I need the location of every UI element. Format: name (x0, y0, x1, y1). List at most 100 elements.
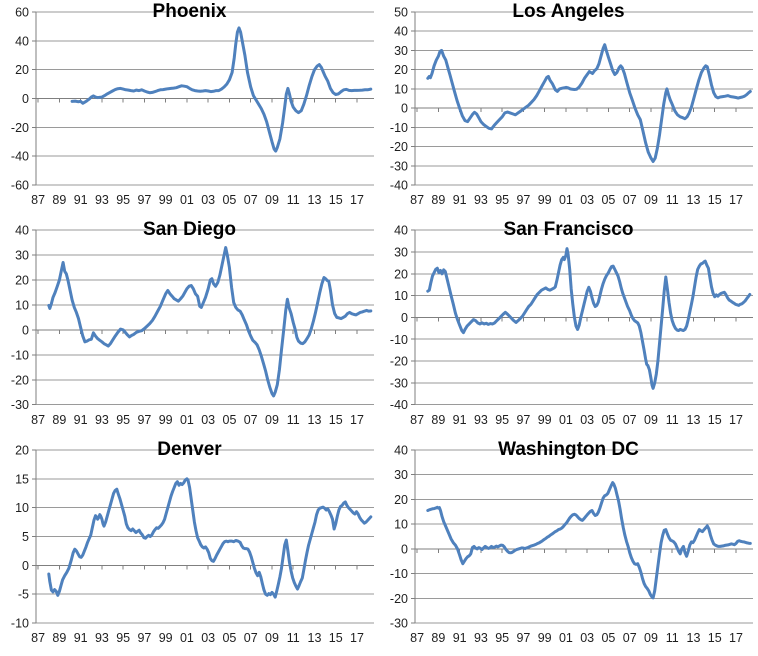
y-tick-label: -10 (390, 567, 408, 581)
y-tick-label: -10 (390, 121, 408, 135)
series-line (70, 26, 373, 153)
x-tick-label: 07 (623, 193, 637, 207)
y-tick-label: -40 (390, 179, 408, 193)
x-tick-label: 11 (287, 193, 300, 207)
x-tick-label: 09 (265, 413, 279, 427)
y-tick-label: 20 (394, 267, 408, 281)
x-tick-label: 03 (580, 413, 594, 427)
x-tick-label: 05 (222, 631, 236, 645)
y-tick-label: -20 (390, 140, 408, 154)
y-tick-label: -30 (390, 617, 408, 631)
x-tick-label: 11 (287, 631, 300, 645)
series-line (426, 43, 752, 163)
y-tick-label: -60 (11, 179, 29, 193)
y-tick-label: -30 (390, 376, 408, 390)
x-tick-label: 15 (708, 193, 722, 207)
x-tick-label: 17 (729, 193, 743, 207)
series-line (426, 481, 752, 600)
y-tick-label: 0 (22, 559, 29, 573)
x-tick-label: 01 (559, 413, 573, 427)
x-tick-label: 91 (74, 193, 88, 207)
x-tick-label: 87 (31, 413, 45, 427)
x-tick-label: 93 (95, 413, 109, 427)
x-tick-label: 93 (95, 193, 109, 207)
x-tick-label: 99 (538, 631, 552, 645)
y-tick-label: -10 (390, 333, 408, 347)
x-tick-label: 17 (350, 631, 364, 645)
y-tick-label: 40 (394, 25, 408, 39)
y-tick-label: 60 (15, 6, 29, 20)
x-tick-label: 13 (687, 631, 701, 645)
y-tick-label: 5 (22, 530, 29, 544)
x-tick-label: 89 (431, 631, 445, 645)
x-tick-label: 09 (644, 413, 658, 427)
y-tick-label: 50 (394, 6, 408, 20)
y-tick-label: -30 (11, 398, 29, 412)
x-tick-label: 89 (52, 631, 66, 645)
x-tick-label: 91 (74, 413, 88, 427)
x-tick-label: 03 (580, 631, 594, 645)
x-tick-label: 05 (601, 631, 615, 645)
x-tick-label: 01 (559, 631, 573, 645)
x-tick-label: 09 (265, 193, 279, 207)
y-tick-label: -10 (11, 348, 29, 362)
x-tick-label: 89 (52, 193, 66, 207)
x-tick-label: 07 (623, 631, 637, 645)
x-tick-label: 95 (495, 193, 509, 207)
x-tick-label: 99 (159, 193, 173, 207)
x-tick-label: 05 (222, 413, 236, 427)
y-tick-label: 40 (15, 224, 29, 238)
y-tick-label: -30 (390, 159, 408, 173)
y-tick-label: -40 (11, 150, 29, 164)
x-tick-label: 95 (116, 631, 130, 645)
y-tick-label: 30 (394, 245, 408, 259)
y-tick-label: 0 (22, 92, 29, 106)
y-tick-label: 15 (15, 472, 29, 486)
x-tick-label: 01 (180, 413, 194, 427)
x-tick-label: 05 (222, 193, 236, 207)
y-tick-label: 20 (15, 444, 29, 458)
x-tick-label: 91 (453, 631, 467, 645)
x-tick-label: 89 (52, 413, 66, 427)
x-tick-label: 01 (559, 193, 573, 207)
y-tick-label: 40 (394, 224, 408, 238)
y-tick-label: 20 (15, 273, 29, 287)
series-line (47, 477, 373, 599)
x-tick-label: 99 (159, 631, 173, 645)
y-tick-label: -20 (11, 121, 29, 135)
x-tick-label: 95 (116, 413, 130, 427)
x-tick-label: 09 (265, 631, 279, 645)
x-tick-label: 07 (244, 631, 258, 645)
x-tick-label: 89 (431, 193, 445, 207)
x-tick-label: 09 (644, 631, 658, 645)
x-tick-label: 01 (180, 631, 194, 645)
x-tick-label: 17 (729, 413, 743, 427)
x-tick-label: 13 (308, 193, 322, 207)
series-line (426, 247, 752, 390)
x-tick-label: 03 (201, 193, 215, 207)
x-tick-label: 99 (538, 193, 552, 207)
x-tick-label: 07 (244, 413, 258, 427)
x-tick-label: 11 (666, 193, 679, 207)
y-tick-label: -40 (390, 398, 408, 412)
x-tick-label: 93 (474, 631, 488, 645)
chart-panel-san-diego: San Diego 40 30 20 10 0 -10 -20 -30 87 89 91 93 95 97… (0, 218, 379, 438)
x-tick-label: 15 (708, 631, 722, 645)
y-tick-label: 10 (394, 289, 408, 303)
x-tick-label: 93 (474, 413, 488, 427)
x-tick-label: 05 (601, 413, 615, 427)
x-tick-label: 91 (453, 413, 467, 427)
y-tick-label: 10 (394, 82, 408, 96)
x-tick-label: 95 (495, 631, 509, 645)
x-tick-label: 87 (31, 193, 45, 207)
x-tick-label: 87 (31, 631, 45, 645)
y-tick-label: 10 (15, 501, 29, 515)
x-tick-label: 07 (244, 193, 258, 207)
y-tick-label: 30 (394, 44, 408, 58)
y-tick-label: -20 (11, 373, 29, 387)
